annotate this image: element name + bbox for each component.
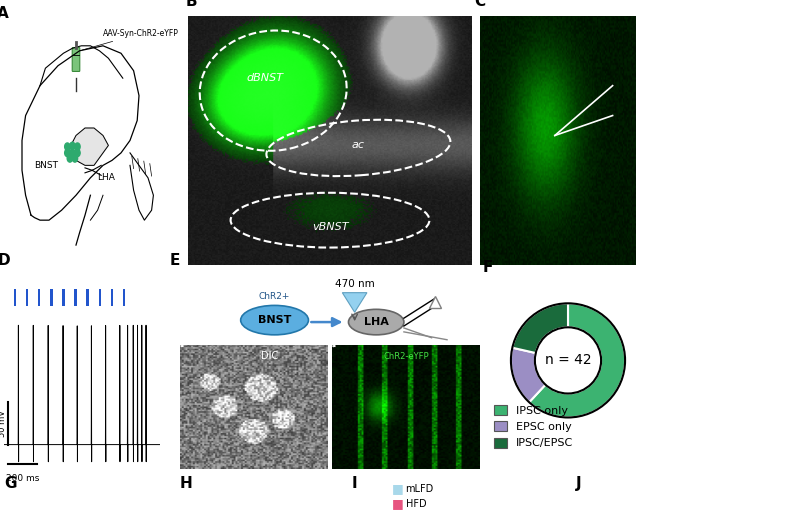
Ellipse shape (241, 305, 309, 335)
Bar (123, 289, 126, 306)
Text: G: G (4, 475, 17, 491)
Circle shape (70, 142, 75, 149)
Bar (38, 289, 41, 306)
Circle shape (65, 149, 70, 157)
Text: LHA: LHA (98, 173, 115, 182)
Circle shape (74, 143, 80, 151)
Text: AAV-Syn-ChR2-eYFP: AAV-Syn-ChR2-eYFP (82, 29, 179, 50)
Bar (14, 289, 16, 306)
Circle shape (67, 155, 73, 162)
Text: ChR2+: ChR2+ (259, 292, 290, 301)
Ellipse shape (349, 310, 404, 335)
Text: mLFD: mLFD (406, 484, 434, 494)
Circle shape (65, 143, 70, 151)
Wedge shape (512, 303, 568, 353)
Circle shape (72, 155, 78, 162)
Text: HFD: HFD (406, 499, 426, 509)
Text: ■: ■ (392, 482, 404, 495)
Text: ChR2-eYFP: ChR2-eYFP (384, 352, 430, 361)
Text: 50 mV: 50 mV (0, 410, 7, 437)
Legend: IPSC only, EPSC only, IPSC/EPSC: IPSC only, EPSC only, IPSC/EPSC (494, 405, 573, 448)
Text: E: E (170, 253, 180, 268)
Text: ac: ac (352, 140, 365, 150)
Text: LHA: LHA (364, 317, 389, 327)
Text: C: C (474, 0, 485, 9)
Text: I: I (352, 475, 358, 491)
Bar (110, 289, 114, 306)
Circle shape (74, 149, 80, 157)
Wedge shape (511, 348, 546, 402)
Text: D: D (0, 253, 10, 268)
Bar (50, 289, 53, 306)
Text: DIC: DIC (262, 351, 278, 361)
Circle shape (70, 149, 75, 157)
Bar (98, 289, 101, 306)
Text: H: H (180, 475, 193, 491)
Wedge shape (529, 303, 625, 418)
Text: 200 ms: 200 ms (6, 474, 39, 483)
Bar (26, 289, 28, 306)
Text: F: F (482, 260, 493, 275)
Text: BNST: BNST (34, 161, 58, 170)
Text: J: J (576, 475, 582, 491)
Text: A: A (0, 6, 9, 21)
Text: BNST: BNST (258, 315, 291, 325)
Bar (62, 289, 65, 306)
Text: 470 nm: 470 nm (334, 279, 374, 289)
Text: ■: ■ (392, 497, 404, 510)
FancyBboxPatch shape (72, 48, 80, 72)
Text: B: B (185, 0, 197, 9)
Circle shape (535, 328, 601, 393)
Polygon shape (67, 128, 108, 165)
Text: dBNST: dBNST (246, 73, 283, 83)
Text: n = 42: n = 42 (545, 354, 591, 367)
Polygon shape (342, 293, 367, 312)
Text: vBNST: vBNST (312, 222, 348, 232)
Bar (74, 289, 77, 306)
Bar (86, 289, 89, 306)
